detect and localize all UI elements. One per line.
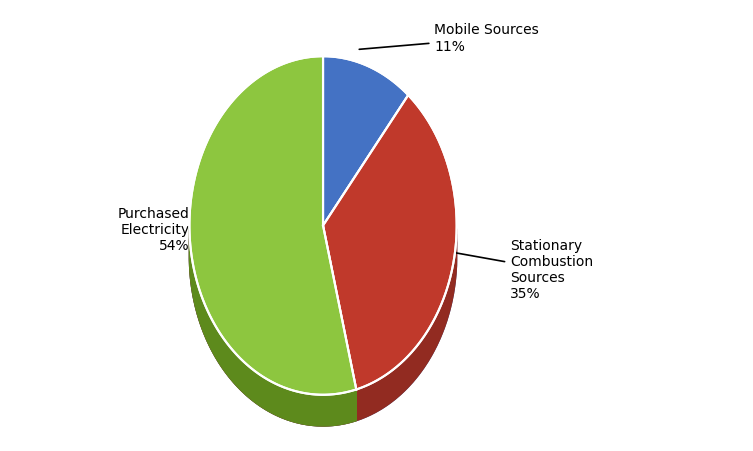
- Text: Stationary
Combustion
Sources
35%: Stationary Combustion Sources 35%: [455, 239, 593, 301]
- Text: Mobile Sources
11%: Mobile Sources 11%: [359, 23, 539, 54]
- Text: Purchased
Electricity
54%: Purchased Electricity 54%: [117, 207, 247, 253]
- Polygon shape: [323, 95, 456, 390]
- Ellipse shape: [190, 235, 456, 285]
- Polygon shape: [323, 226, 356, 421]
- Polygon shape: [190, 229, 456, 426]
- Polygon shape: [190, 226, 356, 426]
- Polygon shape: [190, 56, 356, 395]
- Polygon shape: [323, 226, 356, 421]
- Polygon shape: [190, 228, 456, 426]
- Polygon shape: [323, 56, 408, 226]
